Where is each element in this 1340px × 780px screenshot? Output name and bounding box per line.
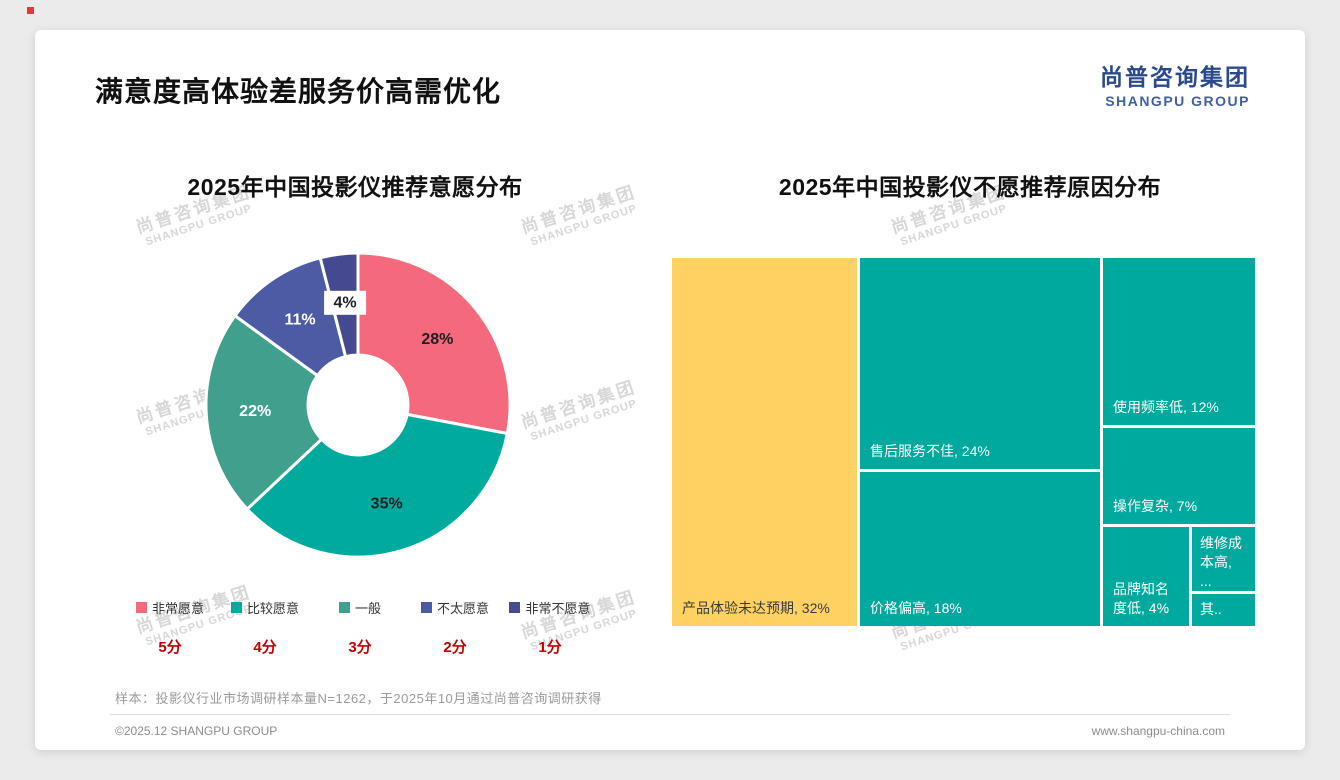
legend-label: 非常愿意 bbox=[151, 601, 204, 616]
treemap-label: 维修成本高, ... bbox=[1200, 535, 1242, 589]
donut-svg: 28% 35% 22% 11% 4% bbox=[204, 251, 512, 559]
score-label: 1分 bbox=[538, 639, 562, 656]
treemap-block-low-usage: 使用频率低, 12% bbox=[1103, 258, 1255, 425]
legend-item: 比较愿意 bbox=[218, 598, 313, 617]
legend-swatch bbox=[338, 602, 350, 613]
donut-label-chip bbox=[324, 290, 367, 315]
legend-swatch bbox=[509, 602, 521, 613]
treemap-block-price-high: 价格偏高, 18% bbox=[860, 472, 1100, 626]
sample-note: 样本：投影仪行业市场调研样本量N=1262，于2025年10月通过尚普咨询调研获… bbox=[115, 691, 602, 706]
slide-card: 尚普咨询集团 SHANGPU GROUP 尚普咨询集团 SHANGPU GROUP … bbox=[35, 30, 1305, 750]
treemap-chart: 产品体验未达预期, 32% 售后服务不佳, 24% 价格偏高, 18% 使用频率… bbox=[672, 258, 1255, 626]
treemap-block-complex-operation: 操作复杂, 7% bbox=[1103, 428, 1255, 524]
legend-item: 一般 bbox=[313, 598, 408, 617]
legend-swatch bbox=[135, 602, 147, 613]
legend-item: 非常不愿意 bbox=[503, 598, 598, 617]
watermark-en: SHANGPU GROUP bbox=[529, 202, 639, 249]
watermark-cn: 尚普咨询集团 bbox=[518, 377, 639, 433]
footer-divider bbox=[110, 714, 1230, 715]
donut-legend: 非常愿意 比较愿意 一般 不太愿意 非常不愿意 bbox=[95, 598, 625, 617]
donut-slice-3 bbox=[232, 255, 348, 378]
donut-slice-label: 35% bbox=[371, 495, 403, 512]
watermark-en: SHANGPU GROUP bbox=[529, 397, 639, 444]
donut-slice-label: 4% bbox=[334, 294, 357, 311]
donut-slice-0 bbox=[356, 251, 512, 436]
treemap-label: 其.. bbox=[1200, 601, 1222, 617]
treemap-block-repair-cost: 维修成本高, ... bbox=[1192, 527, 1255, 591]
website-text: www.shangpu-china.com bbox=[1091, 724, 1225, 738]
treemap-block-after-sales: 售后服务不佳, 24% bbox=[860, 258, 1100, 469]
donut-chart-title: 2025年中国投影仪推荐意愿分布 bbox=[187, 174, 523, 200]
donut-slice-label: 11% bbox=[285, 311, 316, 328]
legend-label: 不太愿意 bbox=[436, 601, 489, 616]
score-label: 2分 bbox=[443, 639, 467, 656]
treemap-block-brand-awareness: 品牌知名度低, 4% bbox=[1103, 527, 1189, 626]
logo-cn-text: 尚普咨询集团 bbox=[1100, 64, 1250, 90]
legend-label: 比较愿意 bbox=[246, 601, 299, 616]
legend-item: 不太愿意 bbox=[408, 598, 503, 617]
legend-label: 非常不愿意 bbox=[525, 601, 591, 616]
treemap-block-other: 其.. bbox=[1192, 594, 1255, 626]
treemap-label: 使用频率低, 12% bbox=[1113, 399, 1219, 416]
legend-swatch bbox=[230, 602, 242, 613]
donut-slice-label: 22% bbox=[239, 403, 271, 420]
treemap-label: 产品体验未达预期, 32% bbox=[682, 600, 830, 617]
treemap-label: 品牌知名度低, 4% bbox=[1113, 581, 1170, 617]
page-title: 满意度高体验差服务价高需优化 bbox=[95, 76, 502, 107]
score-label: 3分 bbox=[348, 639, 372, 656]
treemap-label: 售后服务不佳, 24% bbox=[870, 443, 990, 460]
company-logo: 尚普咨询集团 SHANGPU GROUP bbox=[1100, 58, 1250, 109]
score-label: 4分 bbox=[253, 639, 277, 656]
logo-en-text: SHANGPU GROUP bbox=[1105, 93, 1250, 109]
treemap-label: 操作复杂, 7% bbox=[1113, 498, 1198, 515]
treemap-chart-title: 2025年中国投影仪不愿推荐原因分布 bbox=[778, 174, 1162, 200]
score-label: 5分 bbox=[158, 639, 182, 656]
legend-label: 一般 bbox=[354, 601, 381, 616]
legend-swatch bbox=[420, 602, 432, 613]
red-marker-icon bbox=[27, 7, 34, 14]
score-row: 5分 4分 3分 2分 1分 bbox=[95, 636, 625, 657]
donut-slice-2 bbox=[204, 313, 324, 512]
treemap-block-product-experience: 产品体验未达预期, 32% bbox=[672, 258, 857, 626]
donut-chart: 28% 35% 22% 11% 4% bbox=[188, 235, 528, 575]
legend-item: 非常愿意 bbox=[123, 598, 218, 617]
watermark-en: SHANGPU GROUP bbox=[899, 202, 1009, 249]
treemap-label: 价格偏高, 18% bbox=[870, 600, 962, 617]
donut-slice-label: 28% bbox=[421, 331, 453, 348]
copyright-text: ©2025.12 SHANGPU GROUP bbox=[115, 724, 278, 738]
